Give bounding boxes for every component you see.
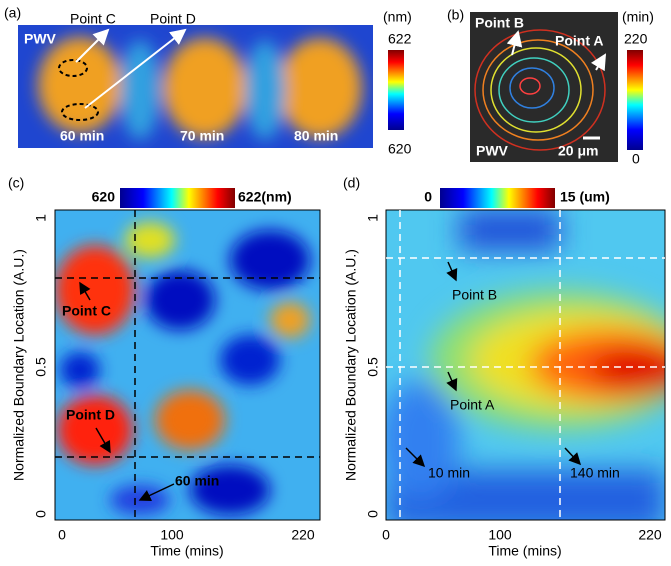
y-tick-label: 0 xyxy=(33,510,49,518)
colorbar-min: 0 xyxy=(632,151,640,167)
annotation: 140 min xyxy=(570,465,620,481)
annotation: 60 min xyxy=(175,473,219,489)
x-tick-label: 100 xyxy=(160,527,184,543)
annotation: Point A xyxy=(450,397,495,413)
x-tick-label: 100 xyxy=(488,527,512,543)
x-tick-label: 220 xyxy=(638,527,662,543)
colorbar-min: 0 xyxy=(424,189,432,205)
panel-label: (a) xyxy=(4,5,21,21)
colorbar xyxy=(627,50,643,150)
panel-label: (b) xyxy=(447,7,464,23)
figure: (a) PWV Point C Point D 60 min 70 min 80… xyxy=(0,0,671,566)
annotation: 10 min xyxy=(428,465,470,481)
x-tick-label: 0 xyxy=(58,527,66,543)
colorbar xyxy=(388,50,404,130)
colorbar-max: 622 xyxy=(388,31,412,47)
annotation: Point C xyxy=(62,303,111,319)
y-axis-label: Normalized Boundary Location (A.U.) xyxy=(11,249,27,481)
colorbar-unit: (nm) xyxy=(383,9,412,25)
label: Point D xyxy=(150,11,196,27)
colorbar-min: 620 xyxy=(92,189,116,205)
label: Point B xyxy=(475,15,524,31)
x-axis-label: Time (mins) xyxy=(488,543,561,559)
panel-c: (c) 620 622(nm) Point C Point D 60 min N… xyxy=(8,175,320,559)
x-axis-label: Time (mins) xyxy=(150,543,223,559)
y-tick-label: 0.5 xyxy=(33,357,49,377)
colorbar-max: 220 xyxy=(624,31,648,47)
colorbar-unit: (min) xyxy=(622,9,654,25)
y-axis-label: Normalized Boundary Location (A.U.) xyxy=(343,249,359,481)
y-tick-label: 1 xyxy=(365,214,381,222)
label: PWV xyxy=(24,31,57,47)
annotation: Point D xyxy=(66,407,115,423)
label: Point C xyxy=(70,11,116,27)
colorbar xyxy=(440,188,555,208)
panel-b: (b) Point B Point A PWV 20 μm (min) 220 … xyxy=(447,7,654,167)
y-tick-label: 0 xyxy=(365,510,381,518)
label: 70 min xyxy=(180,128,224,144)
label: 80 min xyxy=(294,128,338,144)
panel-label: (d) xyxy=(343,175,360,191)
panel-label: (c) xyxy=(8,175,24,191)
label: PWV xyxy=(476,143,509,159)
x-tick-label: 220 xyxy=(291,527,315,543)
colorbar-min: 620 xyxy=(388,141,412,157)
y-tick-label: 1 xyxy=(33,214,49,222)
label: 60 min xyxy=(60,128,104,144)
label: Point A xyxy=(555,33,603,49)
colorbar-max: 15 (um) xyxy=(560,189,610,205)
annotation: Point B xyxy=(452,287,497,303)
x-tick-label: 0 xyxy=(382,527,390,543)
y-tick-label: 0.5 xyxy=(365,357,381,377)
panel-a: (a) PWV Point C Point D 60 min 70 min 80… xyxy=(4,5,412,157)
colorbar-max: 622(nm) xyxy=(238,189,292,205)
panel-d: (d) 0 15 (um) Point B Point A 10 min 140… xyxy=(343,175,671,559)
colorbar xyxy=(120,188,235,208)
label: 20 μm xyxy=(558,143,598,159)
